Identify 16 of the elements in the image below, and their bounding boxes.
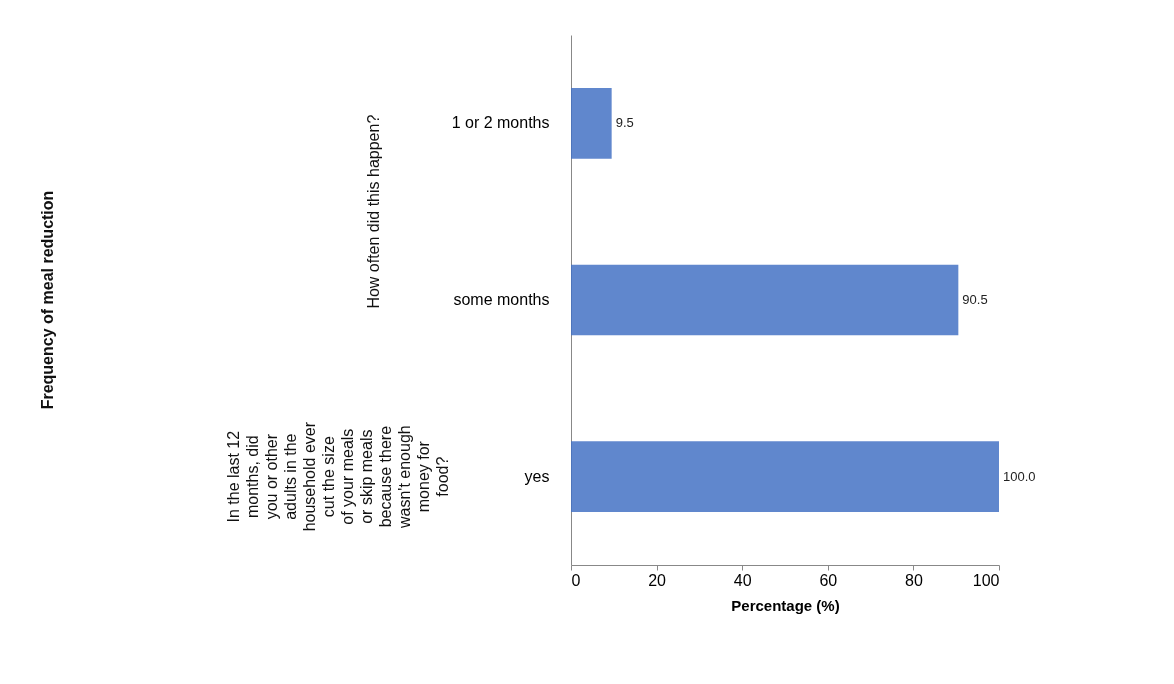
data-label: 9.5 xyxy=(615,115,634,131)
x-tick-label: 40 xyxy=(733,571,752,589)
y-tick-label: yes xyxy=(524,467,550,485)
x-axis-title: Percentage (%) xyxy=(731,596,840,614)
text: In the last 12 months, did you or other adults in the household ever cut the size of your meals or skip meals because there wasn't enough money for food? xyxy=(225,421,451,532)
x-tick-label: 20 xyxy=(648,571,667,589)
x-tick-label: 0 xyxy=(571,571,581,589)
x-tick-label: 60 xyxy=(819,571,838,589)
x-tick-label: 100 xyxy=(972,571,1000,589)
text: How often did this happen? xyxy=(365,114,382,309)
data-label: 90.5 xyxy=(962,292,988,307)
x-tick-label: 80 xyxy=(905,571,923,589)
y-tick-label: 1 or 2 months xyxy=(451,114,550,132)
y-tick-label: some months xyxy=(453,291,550,308)
data-label: 100.0 xyxy=(1003,468,1036,484)
text: Frequency of meal reduction xyxy=(39,190,56,410)
